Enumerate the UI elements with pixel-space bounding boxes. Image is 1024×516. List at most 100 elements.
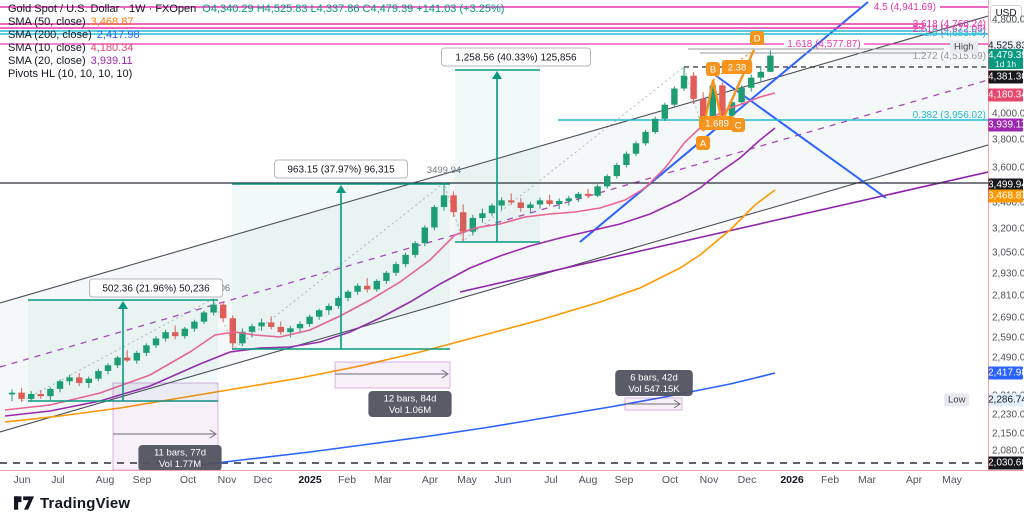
abcd-point-label-A[interactable] [696,136,710,150]
chart-legend: Gold Spot / U.S. Dollar · 1W · FXOpen O4,… [8,3,504,81]
month-label: Apr [905,474,923,486]
tradingview-logo[interactable]: TradingView [14,494,130,512]
pivot-price-label: 3499.94 [427,165,461,176]
candle-body [767,55,774,72]
candle-body [392,264,400,273]
symbol-row[interactable]: Gold Spot / U.S. Dollar · 1W · FXOpen O4,… [8,3,504,16]
candle-body [479,213,486,218]
trendline-2[interactable] [707,69,887,199]
indicator-row-2[interactable]: SMA (200, close) 2,417.98 [8,29,504,42]
candle-body [229,318,236,344]
candle-body [508,200,515,203]
month-label: May [942,474,962,486]
date-range-tooltip-box[interactable] [615,370,693,396]
candle-body [738,87,745,103]
candle-body [527,204,534,208]
price-axis[interactable]: USD 4,800.00 4,000.00 3,800.00 3,600.00 3,40… [988,0,1024,470]
price-tag: 2,286.74 [988,393,1024,407]
price-range-label-box[interactable] [274,159,408,179]
month-label: Apr [421,474,439,486]
price-range-tool[interactable]: 963.15 (37.97%) 96,315 [232,159,450,350]
candle-body [421,227,428,244]
candle-body [248,326,256,332]
channel-upper-line[interactable] [0,15,988,304]
abcd-ratio-box [699,116,735,130]
indicator-row-3[interactable]: SMA (10, close) 4,180.34 [8,42,504,55]
candle-body [28,393,35,399]
month-label: Aug [578,474,598,486]
candle-body [8,392,16,395]
time-axis-border [0,470,1024,471]
candle-body [143,345,150,353]
indicator-value: 3,468.87 [90,16,134,28]
month-label: Nov [699,474,719,486]
candle-body [719,85,726,116]
candle-body [575,193,582,199]
candle-body [488,205,496,214]
currency-button[interactable]: USD [990,5,1022,23]
price-tick: 2,930.00 [992,268,1024,280]
candle-body [258,322,265,327]
candle-body [661,104,668,119]
candle-body [671,88,678,105]
price-range-tool[interactable]: 502.36 (21.96%) 50,236 [28,278,223,402]
abcd-point-label-D[interactable] [750,31,764,45]
candle-body [104,365,112,371]
candle-body [268,322,275,327]
high-anchor-tag: High [950,40,978,54]
candle-body [47,388,54,397]
candle-body [498,200,505,206]
price-tick: 2,590.00 [992,332,1024,344]
month-label: Jul [544,474,558,486]
abcd-point-letter: A [700,139,707,150]
date-range-fill [334,361,451,389]
candle-body [85,378,92,384]
date-range-tooltip-box[interactable] [138,445,222,470]
date-range-tooltip-line2: Vol 1.77M [159,459,201,470]
date-range-tooltip-line2: Vol 1.06M [389,405,431,416]
month-label: Oct [179,474,197,486]
price-tag: 3,939.11 [988,118,1024,132]
abcd-point-label-B[interactable] [706,62,720,76]
candle-body [95,370,102,379]
date-range-arrow-head [441,369,449,379]
indicator-row-4[interactable]: SMA (20, close) 3,939.11 [8,55,504,68]
candle-body [152,338,160,346]
price-range-label-box[interactable] [441,47,591,67]
candle-body [373,280,380,290]
price-tick: 2,490.00 [992,352,1024,364]
indicator-label: SMA (20, close) [8,55,86,67]
date-range-tooltip-line2: Vol 547.15K [628,384,680,395]
time-axis[interactable]: Jun Jul Aug Sep Oct Nov Dec 2025 Feb Mar Apr May Jun… [0,470,1024,490]
candle-body [66,377,73,382]
channel-median-line [0,79,988,368]
candle-body [556,200,563,204]
candle-body [748,77,755,88]
month-label: Mar [373,474,393,486]
price-tag: 2,417.98 [988,366,1024,380]
chart-pane[interactable]: 4.5 (4,941.69) 3.618 (4,766.24) 2.618 (4,6… [0,0,988,470]
candle-body [181,328,188,337]
candle-body [594,186,601,196]
candle-body [344,291,352,298]
price-axis-border [988,0,989,470]
date-range-tooltip-line1: 12 bars, 84d [384,394,437,405]
abcd-pattern[interactable]: 1.689 2.38 A B C D [696,31,764,150]
trendline-3[interactable] [459,171,988,293]
abcd-point-label-C[interactable] [731,118,745,132]
indicator-row-5[interactable]: Pivots HL (10, 10, 10, 10) [8,68,504,81]
channel-lower-line[interactable] [0,144,988,433]
price-range-tool[interactable]: 1,258.56 (40.33%) 125,856 [441,47,591,243]
price-range-arrow-head [336,185,346,193]
candle-body [623,153,630,166]
date-range-tooltip-box[interactable] [368,391,452,417]
price-tag: 3,468.87 [988,189,1024,203]
candle-body [354,285,361,292]
price-range-label-box[interactable] [89,278,223,298]
year-label: 2026 [780,474,804,486]
indicator-row-1[interactable]: SMA (50, close) 3,468.87 [8,16,504,29]
price-tick: 3,400.00 [992,197,1024,209]
